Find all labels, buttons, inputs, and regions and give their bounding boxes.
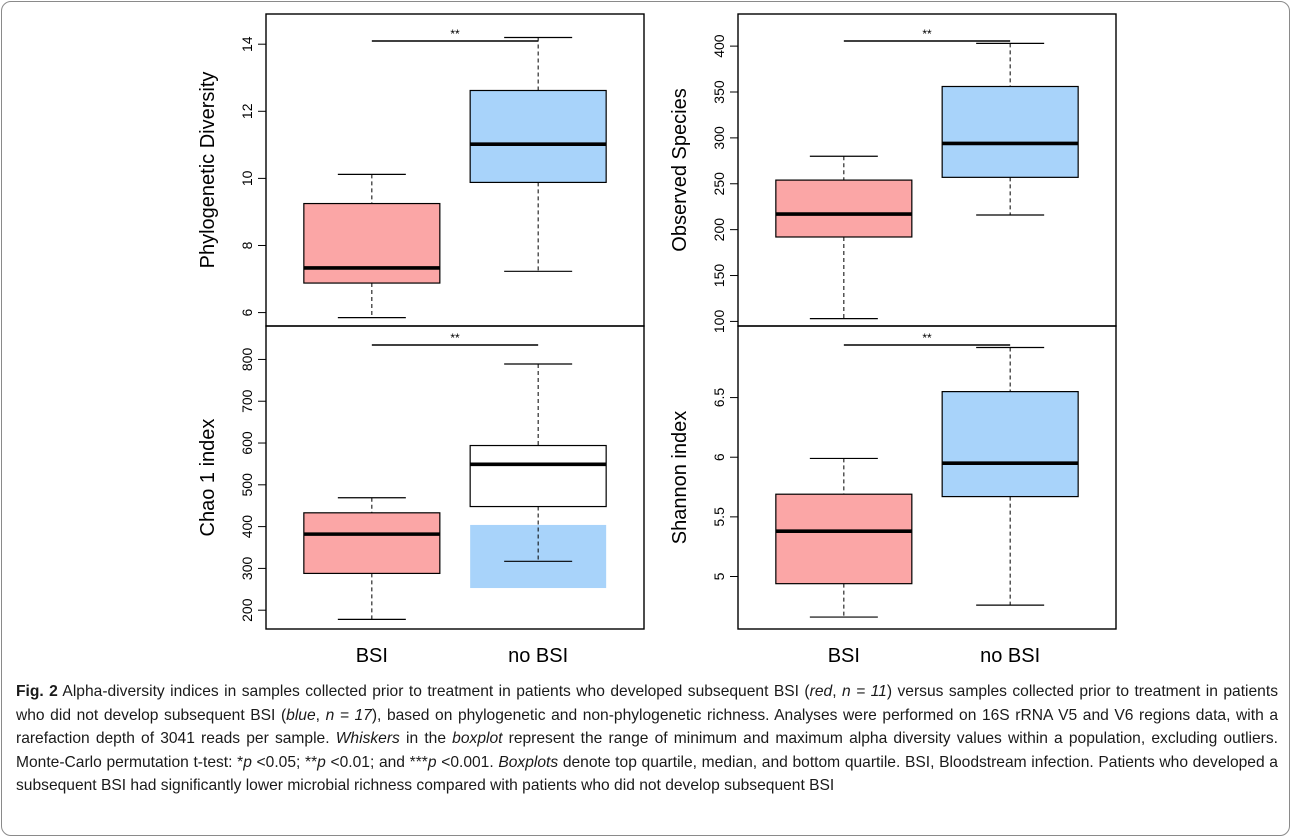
box-no-bsi [469, 363, 607, 562]
y-tick-label: 6.5 [711, 388, 727, 408]
y-tick-label: 14 [239, 36, 255, 52]
caption-n-red: n = 11 [841, 683, 887, 700]
figure-caption: Fig. 2 Alpha-diversity indices in sample… [16, 680, 1278, 798]
y-tick-label: 6 [711, 453, 727, 461]
x-category-label: no BSI [508, 645, 568, 667]
x-category-label: no BSI [980, 645, 1040, 667]
box-no-bsi [941, 346, 1079, 606]
caption-text: Alpha-diversity indices in samples colle… [57, 683, 810, 700]
panel-3: ** 200 300 400 500 600 700 800 Chao 1 index [197, 325, 645, 630]
y-tick-label: 300 [239, 557, 255, 581]
caption-text: <0.001. [436, 753, 499, 771]
panel-frame [265, 325, 645, 630]
significance-label: ** [922, 27, 932, 41]
y-axis-label: Chao 1 index [197, 419, 219, 537]
y-tick-label: 8 [239, 241, 255, 249]
iqr-box [303, 202, 441, 284]
y-tick-label: 700 [239, 389, 255, 413]
box-no-bsi [469, 36, 607, 272]
y-tick-label: 400 [239, 515, 255, 539]
caption-p: p [243, 753, 252, 771]
caption-red: red [809, 683, 833, 700]
caption-text: ) versus samples collected prior to trea… [16, 683, 1278, 724]
box-bsi [775, 457, 913, 618]
panel-1: ** 6 8 10 12 14 Phylogenetic Diversity [197, 13, 645, 327]
panel-2: ** 100 150 200 250 300 350 400 Observed Species [669, 13, 1117, 334]
iqr-box [775, 493, 913, 585]
y-tick-label: 6 [239, 308, 255, 316]
y-tick-label: 250 [711, 172, 727, 196]
boxplot-figure: ** 6 8 10 12 14 Phylogenetic Diversity ** 100 150… [197, 13, 1117, 667]
iqr-box [469, 89, 607, 184]
caption-text: <0.01; and *** [325, 753, 428, 771]
box-bsi [303, 173, 441, 319]
iqr-box [775, 179, 913, 238]
y-tick-label: 10 [239, 170, 255, 186]
caption-label: Fig. 2 [16, 683, 58, 700]
caption-boxplots: Boxplots [498, 753, 559, 771]
panel-frame [737, 325, 1117, 630]
box-no-bsi [941, 42, 1079, 216]
y-tick-label: 200 [711, 218, 727, 242]
y-tick-label: 400 [711, 34, 727, 58]
y-tick-label: 12 [239, 103, 255, 119]
caption-blue: blue [286, 706, 316, 724]
box-bsi [775, 155, 913, 320]
y-tick-label: 500 [239, 473, 255, 497]
caption-text: <0.05; ** [251, 753, 318, 771]
caption-text: , [315, 706, 326, 724]
significance-label: ** [450, 331, 460, 345]
y-axis-label: Observed Species [669, 88, 691, 251]
significance-label: ** [450, 27, 460, 41]
caption-n-blue: n = 17 [325, 706, 372, 724]
y-tick-label: 5.5 [711, 507, 727, 527]
caption-whiskers: Whiskers [335, 730, 400, 747]
caption-p: p [427, 753, 437, 771]
y-tick-label: 800 [239, 348, 255, 372]
iqr-box [941, 85, 1079, 178]
caption-text: in the [399, 730, 453, 747]
y-tick-label: 350 [711, 80, 727, 104]
y-tick-label: 300 [711, 126, 727, 150]
iqr-box [303, 512, 441, 575]
box-bsi [303, 497, 441, 620]
y-tick-label: 600 [239, 431, 255, 455]
y-axis-label: Phylogenetic Diversity [197, 72, 219, 269]
x-category-label: BSI [356, 645, 388, 667]
y-tick-label: 100 [711, 310, 727, 334]
caption-text: denote top quartile, median, and bottom … [16, 753, 1278, 795]
y-tick-label: 150 [711, 264, 727, 288]
significance-label: ** [922, 331, 932, 345]
x-category-label: BSI [828, 645, 860, 667]
iqr-box [469, 444, 607, 508]
caption-boxplot: boxplot [452, 730, 503, 747]
y-tick-label: 5 [711, 572, 727, 580]
caption-text: , [832, 683, 842, 700]
y-axis-label: Shannon index [669, 411, 691, 544]
y-tick-label: 200 [239, 598, 255, 622]
panel-4: ** 5 5.5 6 6.5 Shannon index [669, 325, 1117, 630]
caption-text: represent the range of minimum and maxim… [16, 730, 1279, 771]
caption-text: ), based on phylogenetic and non-phyloge… [16, 706, 1278, 748]
caption-p: p [317, 753, 326, 771]
iqr-box [941, 391, 1079, 498]
